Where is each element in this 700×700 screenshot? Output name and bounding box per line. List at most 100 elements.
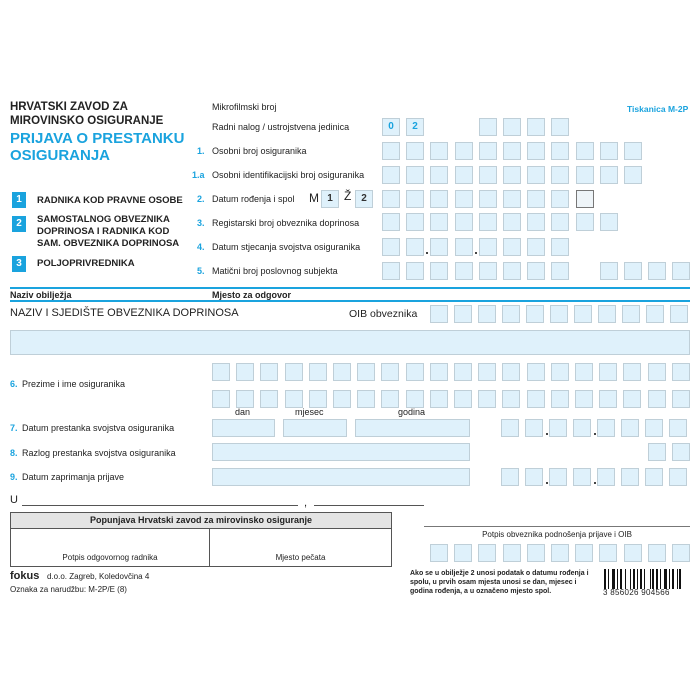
personal-number-box[interactable] [527, 142, 546, 160]
payer-oib-box[interactable] [502, 305, 520, 323]
personal-number-box[interactable] [503, 142, 521, 160]
insured-name-box[interactable] [526, 363, 545, 381]
payer-signature-oib-box[interactable] [599, 544, 618, 562]
oib-insured-box[interactable] [454, 166, 473, 184]
end-date-box[interactable] [525, 419, 543, 437]
registration-number-box[interactable] [478, 213, 497, 231]
insured-name-box[interactable] [575, 390, 593, 408]
insured-name-box[interactable] [333, 390, 351, 408]
registration-number-box[interactable] [527, 213, 546, 231]
business-id-box[interactable] [406, 262, 425, 280]
acquisition-date-box[interactable] [382, 238, 400, 256]
insured-name-box[interactable] [575, 363, 593, 381]
insured-name-box[interactable] [260, 363, 279, 381]
business-id-box[interactable] [478, 262, 497, 280]
payer-oib-box[interactable] [598, 305, 616, 323]
end-date-month-input[interactable] [283, 419, 347, 437]
personal-number-box[interactable] [454, 142, 473, 160]
payer-signature-oib-box[interactable] [430, 544, 448, 562]
birth-date-box[interactable] [527, 190, 546, 208]
birth-date-box[interactable] [406, 190, 425, 208]
acquisition-date-box[interactable] [478, 238, 497, 256]
microfilm-box[interactable] [527, 118, 546, 136]
receipt-date-input[interactable] [212, 468, 470, 486]
sex-male-code[interactable]: 1 [321, 190, 339, 208]
microfilm-box[interactable] [503, 118, 521, 136]
payer-oib-box[interactable] [526, 305, 544, 323]
receipt-date-box[interactable] [501, 468, 519, 486]
insured-name-box[interactable] [212, 363, 230, 381]
payer-signature-oib-box[interactable] [647, 544, 666, 562]
personal-number-box[interactable] [430, 142, 449, 160]
work-order-box-1[interactable]: 0 [382, 118, 400, 136]
business-id-suffix-box[interactable] [648, 262, 666, 280]
personal-number-box[interactable] [624, 142, 642, 160]
oib-insured-box[interactable] [527, 166, 546, 184]
insured-name-box[interactable] [308, 363, 327, 381]
oib-insured-box[interactable] [624, 166, 642, 184]
oib-insured-box[interactable] [575, 166, 594, 184]
payer-signature-oib-box[interactable] [575, 544, 594, 562]
personal-number-box[interactable] [382, 142, 400, 160]
personal-number-box[interactable] [599, 142, 618, 160]
payer-signature-oib-box[interactable] [672, 544, 690, 562]
birth-date-box[interactable] [551, 190, 570, 208]
end-date-box[interactable] [501, 419, 519, 437]
microfilm-box[interactable] [551, 118, 570, 136]
registration-number-box[interactable] [382, 213, 400, 231]
insured-name-box[interactable] [405, 390, 424, 408]
insured-name-box[interactable] [623, 363, 642, 381]
birth-date-box[interactable] [478, 190, 497, 208]
receipt-date-box[interactable] [525, 468, 543, 486]
business-id-box[interactable] [382, 262, 400, 280]
payer-signature-oib-box[interactable] [478, 544, 497, 562]
acquisition-date-box[interactable] [551, 238, 570, 256]
insured-name-box[interactable] [357, 390, 376, 408]
insured-name-box[interactable] [429, 363, 448, 381]
insured-name-box[interactable] [647, 390, 666, 408]
insured-name-box[interactable] [284, 363, 303, 381]
registration-number-box[interactable] [454, 213, 473, 231]
insured-name-box[interactable] [478, 363, 497, 381]
insured-name-box[interactable] [671, 363, 690, 381]
payer-oib-box[interactable] [622, 305, 640, 323]
business-id-suffix-box[interactable] [600, 262, 618, 280]
end-date-box[interactable] [549, 419, 567, 437]
end-date-box[interactable] [573, 419, 591, 437]
payer-oib-box[interactable] [574, 305, 592, 323]
birth-date-box[interactable] [503, 190, 521, 208]
place-line[interactable] [22, 505, 298, 506]
microfilm-box[interactable] [478, 118, 497, 136]
receipt-date-box[interactable] [597, 468, 615, 486]
insured-name-box[interactable] [599, 390, 618, 408]
insured-name-box[interactable] [260, 390, 279, 408]
business-id-box[interactable] [454, 262, 473, 280]
end-date-box[interactable] [597, 419, 615, 437]
insured-name-box[interactable] [647, 363, 666, 381]
payer-signature-oib-box[interactable] [526, 544, 545, 562]
insured-name-box[interactable] [284, 390, 303, 408]
end-date-box[interactable] [621, 419, 639, 437]
personal-number-box[interactable] [575, 142, 594, 160]
oib-insured-box[interactable] [503, 166, 521, 184]
insured-name-box[interactable] [212, 390, 230, 408]
acquisition-date-box[interactable] [503, 238, 521, 256]
end-date-year-input[interactable] [355, 419, 470, 437]
receipt-date-box[interactable] [573, 468, 591, 486]
business-id-box[interactable] [503, 262, 521, 280]
registration-number-box[interactable] [503, 213, 521, 231]
payer-signature-oib-box[interactable] [551, 544, 569, 562]
receipt-date-box[interactable] [645, 468, 663, 486]
insured-name-box[interactable] [502, 363, 521, 381]
payer-name-input[interactable] [10, 330, 690, 355]
end-reason-code-box[interactable] [672, 443, 690, 461]
acquisition-date-box[interactable] [406, 238, 425, 256]
insured-name-box[interactable] [357, 363, 376, 381]
payer-oib-box[interactable] [454, 305, 472, 323]
birth-date-box[interactable] [454, 190, 473, 208]
date-line[interactable] [314, 505, 424, 506]
end-date-box[interactable] [645, 419, 663, 437]
registration-number-box[interactable] [599, 213, 618, 231]
sex-female-code[interactable]: 2 [355, 190, 373, 208]
insured-name-box[interactable] [236, 390, 255, 408]
